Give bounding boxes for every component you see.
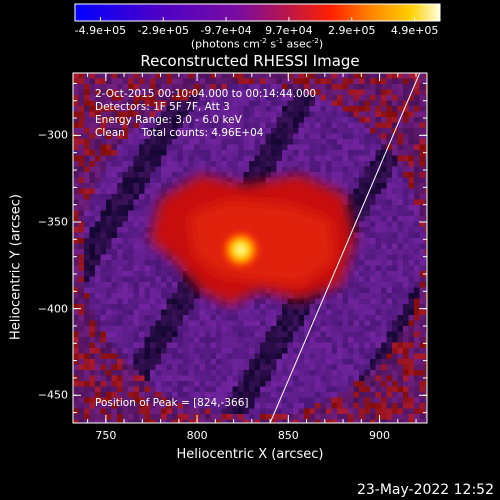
annotation-total-counts: Clean Total counts: 4.96E+04	[95, 127, 264, 139]
colorbar-tick-label: 2.9e+05	[328, 24, 376, 37]
chart-title: Reconstructed RHESSI Image	[140, 52, 360, 70]
annotation-block: 2-Oct-2015 00:10:04.000 to 00:14:44.000 …	[95, 88, 316, 140]
y-tick-label: −300	[37, 128, 68, 142]
x-tick-label: 900	[369, 429, 391, 442]
x-tick-label: 850	[277, 429, 299, 442]
annotation-time-range: 2-Oct-2015 00:10:04.000 to 00:14:44.000	[95, 88, 317, 100]
peak-source	[220, 229, 261, 270]
axis-tick-marks	[73, 73, 427, 423]
annotation-energy-range: Energy Range: 3.0 - 6.0 keV	[95, 114, 242, 126]
colorbar-tick-label: -4.9e+05	[74, 24, 127, 37]
render-timestamp: 23-May-2022 12:52	[356, 482, 494, 498]
x-tick-label: 750	[95, 429, 117, 442]
colorbar-unit-label: (photons cm-2 s-1 asec-2)	[190, 37, 324, 51]
y-tick-label: −350	[37, 215, 68, 229]
peak-position-label: Position of Peak = [824,-366]	[95, 397, 249, 409]
colorbar-tick-label: 4.9e+05	[390, 24, 439, 37]
colorbar	[74, 3, 441, 22]
colorbar-tick-marks	[99, 17, 416, 21]
solar-limb-line	[269, 73, 421, 423]
x-axis-label: Heliocentric X (arcsec)	[176, 447, 324, 462]
y-tick-label: −400	[37, 302, 68, 316]
y-tick-label: −450	[37, 388, 68, 402]
image-area	[73, 73, 427, 423]
y-axis-label: Heliocentric Y (arcsec)	[8, 194, 24, 340]
colorbar-tick-label: -2.9e+05	[137, 24, 189, 37]
colorbar-tick-label: 9.7e+04	[265, 24, 313, 37]
annotation-detectors: Detectors: 1F 5F 7F, Att 3	[95, 101, 230, 113]
plot-frame	[72, 72, 428, 424]
colorbar-tick-label: -9.7e+04	[200, 24, 252, 37]
x-tick-label: 800	[186, 429, 208, 442]
